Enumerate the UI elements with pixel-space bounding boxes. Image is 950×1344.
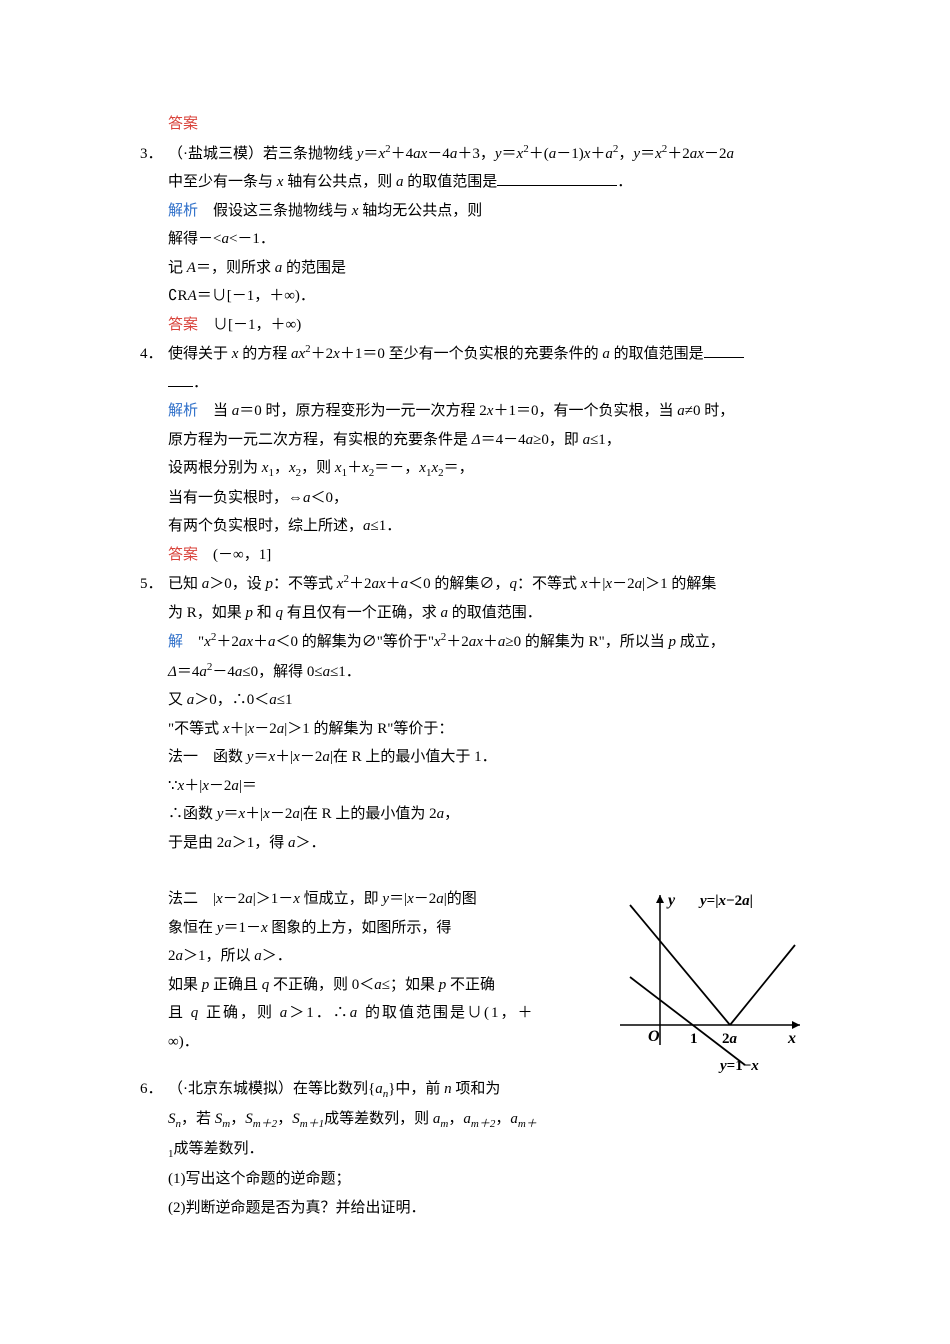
q3-a1b: 轴均无公共点，则 <box>358 203 482 219</box>
q6-p2: (2)判断逆命题是否为真？并给出证明． <box>140 1194 810 1223</box>
x-label: x <box>787 1030 796 1047</box>
q3-ans: ∪[－1，＋∞) <box>198 317 301 333</box>
line1-label: y=|x−2a| <box>698 893 753 909</box>
q4-q1e: 的取值范围是 <box>610 346 704 362</box>
q5-s7: ∴函数 y＝x＋|x－2a|在 R 上的最小值为 2a， <box>140 800 810 829</box>
y-arrow <box>656 895 664 903</box>
q4-q1b: 的方程 <box>238 346 291 362</box>
q6-q2: Sn，若 Sm，Sm＋2，Sm＋1成等差数列，则 am，am＋2，am＋ <box>140 1105 810 1135</box>
q4-a2: 原方程为一元二次方程，有实根的充要条件是 Δ＝4－4a≥0，即 a≤1， <box>140 426 810 455</box>
q3-a4: ∁RA＝∪[－1，＋∞)． <box>140 282 810 311</box>
line2-label: y=1−x <box>718 1058 759 1074</box>
q5-q2: 为 R，如果 p 和 q 有且仅有一个正确，求 a 的取值范围． <box>140 599 810 628</box>
q4-ans: (－∞，1] <box>198 547 271 563</box>
q5-s4: "不等式 x＋|x－2a|＞1 的解集为 R"等价于： <box>140 715 810 744</box>
question-5: 5．已知 a＞0，设 p：不等式 x2＋2ax＋a＜0 的解集∅，q：不等式 x… <box>140 569 810 1075</box>
tick-2a: 2a <box>722 1031 738 1047</box>
q3-source: （·盐城三模）若三条抛物线 <box>168 146 357 162</box>
q3-line2a: 中至少有一条与 <box>168 174 277 190</box>
q5-figure: O 1 2a x y y=|x−2a| y=1−x <box>600 885 810 1075</box>
q4-q1a: 使得关于 <box>168 346 232 362</box>
q4-a5: 有两个负实根时，综上所述，a≤1． <box>140 512 810 541</box>
q3-blank <box>497 170 617 186</box>
q5-s3: 又 a＞0，∴0＜a≤1 <box>140 686 810 715</box>
q5-s8: 于是由 2a＞1，得 a＞． <box>140 829 810 858</box>
solution-label: 解 <box>168 634 183 650</box>
q5-s5: 法一 函数 y＝x＋|x－2a|在 R 上的最小值大于 1． <box>140 743 810 772</box>
question-3: 3．（·盐城三模）若三条抛物线 y＝x2＋4ax－4a＋3，y＝x2＋(a－1)… <box>140 139 810 340</box>
q3-line2c: 的取值范围是 <box>403 174 497 190</box>
answer-label: 答案 <box>168 317 198 333</box>
q4-a1: 当 a＝0 时，原方程变形为一元一次方程 2x＋1＝0，有一个负实根，当 a≠0… <box>198 403 734 419</box>
q3-a3: 记 A＝，则所求 a 的范围是 <box>140 254 810 283</box>
q3-a1: 假设这三条抛物线与 <box>198 203 352 219</box>
q4-q1d: 至少有一个负实根的充要条件的 <box>385 346 603 362</box>
v-left <box>630 905 730 1025</box>
x-arrow <box>792 1021 800 1029</box>
q4-number: 4． <box>140 340 168 369</box>
q4-a4: 当有一负实根时，⇔a＜0， <box>140 484 810 513</box>
analysis-label: 解析 <box>168 403 198 419</box>
q5-q1: 已知 a＞0，设 p：不等式 x2＋2ax＋a＜0 的解集∅，q：不等式 x＋|… <box>168 576 716 592</box>
answer-label: 答案 <box>168 547 198 563</box>
q4-blank <box>704 342 744 358</box>
answer-label: 答案 <box>140 110 810 139</box>
question-6: 6．（·北京东城模拟）在等比数列{an}中，前 n 项和为 Sn，若 Sm，Sm… <box>140 1075 810 1222</box>
q5-s6: ∵x＋|x－2a|＝ <box>140 772 810 801</box>
q4-q2: ． <box>193 375 208 391</box>
q3-line2b: 轴有公共点，则 <box>283 174 396 190</box>
q3-number: 3． <box>140 140 168 169</box>
y-label: y <box>666 892 676 909</box>
q4-blank2 <box>168 371 193 387</box>
q6-number: 6． <box>140 1075 168 1104</box>
q5-s1: "x2＋2ax＋a＜0 的解集为∅"等价于"x2＋2ax＋a≥0 的解集为 R"… <box>183 634 725 650</box>
q6-p1: (1)写出这个命题的逆命题； <box>140 1165 810 1194</box>
tick-1: 1 <box>690 1031 698 1047</box>
origin-label: O <box>648 1028 660 1045</box>
analysis-label: 解析 <box>168 203 198 219</box>
q4-a3: 设两根分别为 x1，x2，则 x1＋x2＝－，x1x2＝， <box>140 454 810 484</box>
q6-q1: （·北京东城模拟）在等比数列{an}中，前 n 项和为 <box>168 1081 500 1097</box>
q5-number: 5． <box>140 570 168 599</box>
q6-q3: 1成等差数列． <box>140 1135 810 1165</box>
q3-a2: 解得－<a<－1． <box>140 225 810 254</box>
q5-s2: Δ＝4a2－4a≤0，解得 0≤a≤1． <box>140 657 810 687</box>
v-right <box>730 945 795 1025</box>
question-4: 4．使得关于 x 的方程 ax2＋2x＋1＝0 至少有一个负实根的充要条件的 a… <box>140 339 810 569</box>
q3-formula: y＝x2＋4ax－4a＋3，y＝x2＋(a－1)x＋a2，y＝x2＋2ax－2a <box>357 146 734 162</box>
